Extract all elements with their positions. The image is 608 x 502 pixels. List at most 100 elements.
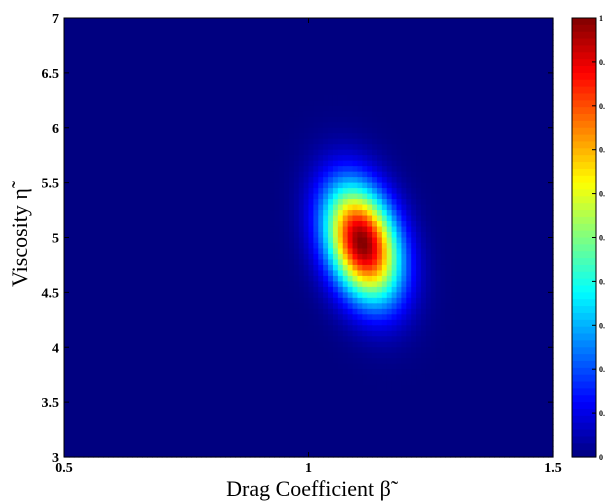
heatmap-cell [112, 56, 119, 63]
heatmap-cell [122, 248, 129, 255]
heatmap-cell [499, 122, 505, 129]
heatmap-cell [210, 89, 217, 96]
heatmap-cell [254, 281, 261, 288]
heatmap-cell [117, 18, 124, 25]
heatmap-cell [425, 253, 432, 261]
heatmap-cell [430, 237, 437, 244]
heatmap-cell [98, 166, 104, 173]
heatmap-cell [83, 226, 90, 233]
heatmap-cell [200, 286, 207, 293]
heatmap-cell [264, 270, 270, 277]
heatmap-cell [518, 221, 525, 228]
heatmap-cell [469, 34, 476, 41]
heatmap-cell [357, 144, 363, 151]
heatmap-cell [279, 83, 285, 90]
heatmap-cell [367, 18, 373, 25]
heatmap-cell [474, 226, 481, 233]
heatmap-cell [508, 248, 515, 255]
heatmap-cell [455, 111, 461, 118]
heatmap-cell [171, 94, 178, 101]
heatmap-cell [181, 160, 187, 167]
heatmap-cell [88, 39, 94, 47]
heatmap-cell [508, 275, 515, 282]
heatmap-cell [445, 188, 451, 195]
heatmap-cell [548, 105, 554, 112]
heatmap-cell [337, 286, 344, 293]
heatmap-cell [538, 199, 544, 206]
heatmap-cell [156, 188, 163, 195]
heatmap-cell [186, 215, 192, 222]
heatmap-cell [147, 248, 153, 255]
heatmap-cell [230, 204, 236, 211]
heatmap-cell [445, 264, 451, 272]
heatmap-cell [108, 281, 114, 288]
heatmap-cell [196, 116, 202, 123]
heatmap-cell [489, 182, 495, 189]
heatmap-cell [269, 111, 275, 118]
heatmap-cell [484, 264, 491, 272]
heatmap-cell [127, 286, 134, 293]
heatmap-cell [210, 215, 217, 222]
heatmap-cell [376, 50, 383, 58]
heatmap-cell [362, 116, 368, 123]
heatmap-cell [156, 50, 163, 58]
heatmap-cell [494, 155, 500, 162]
heatmap-cell [332, 111, 339, 118]
heatmap-cell [230, 188, 236, 195]
heatmap-cell [406, 67, 412, 74]
heatmap-cell [93, 166, 99, 173]
heatmap-cell [513, 149, 520, 156]
heatmap-cell [518, 248, 525, 255]
heatmap-cell [254, 83, 261, 90]
heatmap-cell [367, 275, 373, 282]
heatmap-cell [108, 39, 114, 47]
heatmap-cell [425, 182, 432, 189]
heatmap-cell [284, 61, 290, 68]
heatmap-cell [186, 18, 192, 25]
heatmap-cell [93, 89, 99, 96]
heatmap-cell [455, 23, 461, 30]
heatmap-cell [347, 226, 354, 233]
heatmap-cell [127, 45, 134, 52]
heatmap-cell [347, 160, 354, 167]
heatmap-cell [474, 166, 481, 173]
heatmap-cell [132, 215, 138, 222]
heatmap-cell [137, 155, 143, 162]
heatmap-cell [440, 133, 447, 140]
heatmap-cell [332, 232, 339, 239]
heatmap-cell [78, 193, 85, 200]
heatmap-cell [108, 72, 114, 79]
heatmap-cell [171, 259, 178, 266]
heatmap-cell [73, 166, 80, 173]
heatmap-cell [244, 45, 251, 52]
heatmap-cell [147, 171, 153, 178]
heatmap-cell [420, 94, 427, 101]
heatmap-cell [220, 210, 226, 217]
heatmap-cell [279, 253, 285, 261]
heatmap-cell [161, 116, 168, 123]
heatmap-cell [230, 111, 236, 118]
heatmap-cell [406, 199, 412, 206]
heatmap-cell [240, 83, 246, 90]
heatmap-cell [513, 210, 520, 217]
heatmap-cell [425, 67, 432, 74]
heatmap-cell [132, 182, 138, 189]
heatmap-cell [73, 133, 80, 140]
heatmap-cell [484, 182, 491, 189]
heatmap-cell [308, 221, 314, 228]
heatmap-cell [381, 133, 388, 140]
heatmap-cell [98, 111, 104, 118]
heatmap-cell [396, 166, 403, 173]
heatmap-cell [381, 155, 388, 162]
heatmap-cell [112, 264, 119, 272]
heatmap-cell [215, 199, 222, 206]
heatmap-cell [122, 127, 129, 134]
heatmap-cell [420, 83, 427, 90]
heatmap-cell [484, 116, 491, 123]
heatmap-cell [313, 39, 319, 47]
heatmap-cell [323, 144, 329, 151]
heatmap-cell [235, 45, 241, 52]
heatmap-cell [401, 28, 407, 36]
heatmap-cell [528, 232, 535, 239]
heatmap-cell [523, 45, 530, 52]
